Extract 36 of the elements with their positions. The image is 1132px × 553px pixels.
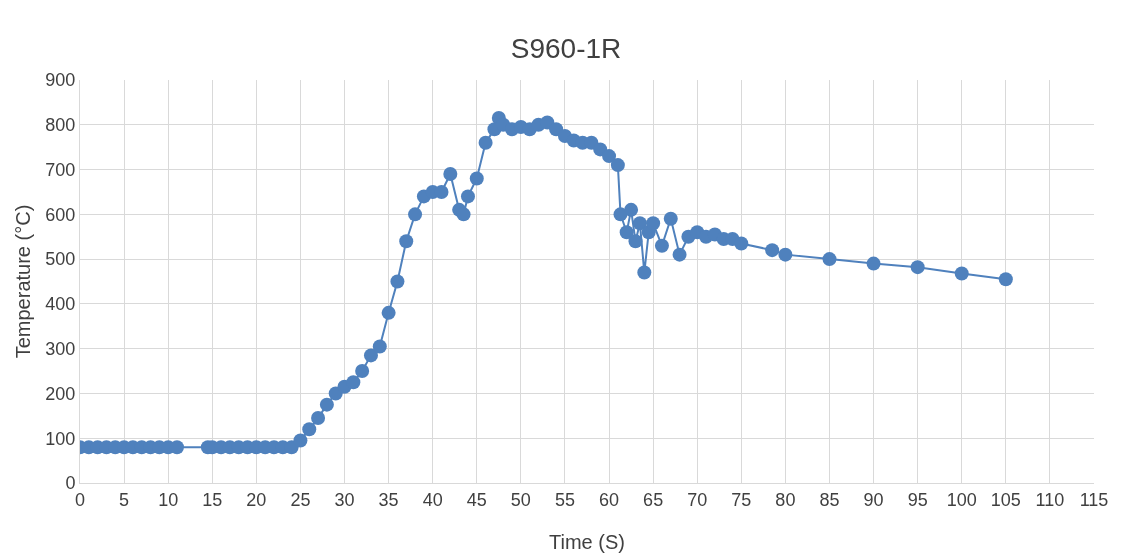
x-tick-label: 80: [775, 489, 796, 510]
x-axis-title: Time (S): [549, 531, 625, 553]
y-tick-label: 100: [45, 428, 76, 449]
chart-title: S960-1R: [510, 33, 622, 65]
x-tick-label: 20: [246, 489, 267, 510]
x-tick-label: 90: [863, 489, 884, 510]
x-tick-label: 115: [1079, 489, 1109, 510]
x-tick-label: 70: [687, 489, 708, 510]
x-tick-label: 35: [378, 489, 399, 510]
x-tick-label: 15: [202, 489, 223, 510]
y-tick-label: 200: [45, 383, 76, 404]
y-tick-label: 300: [45, 338, 76, 359]
y-tick-label: 600: [45, 204, 76, 225]
x-tick-label: 5: [119, 489, 130, 510]
x-tick-label: 100: [946, 489, 977, 510]
x-tick-label: 25: [290, 489, 311, 510]
x-tick-label: 30: [334, 489, 355, 510]
x-tick-label: 50: [510, 489, 531, 510]
y-tick-label: 0: [65, 473, 76, 494]
y-axis-title: Temperature (°C): [12, 204, 34, 359]
y-tick-label: 800: [45, 115, 76, 136]
x-tick-label: 55: [554, 489, 575, 510]
x-tick-label: 110: [1035, 489, 1065, 510]
y-tick-label: 900: [45, 70, 76, 91]
x-tick-label: 105: [990, 489, 1021, 510]
x-tick-label: 60: [599, 489, 620, 510]
x-tick-label: 85: [819, 489, 840, 510]
y-tick-label: 700: [45, 159, 76, 180]
x-tick-label: 95: [907, 489, 928, 510]
x-tick-label: 10: [158, 489, 179, 510]
y-tick-label: 400: [45, 294, 76, 315]
x-tick-label: 65: [643, 489, 664, 510]
x-tick-label: 75: [731, 489, 752, 510]
x-tick-label: 40: [422, 489, 443, 510]
x-tick-label: 45: [466, 489, 487, 510]
y-tick-label: 500: [45, 249, 76, 270]
